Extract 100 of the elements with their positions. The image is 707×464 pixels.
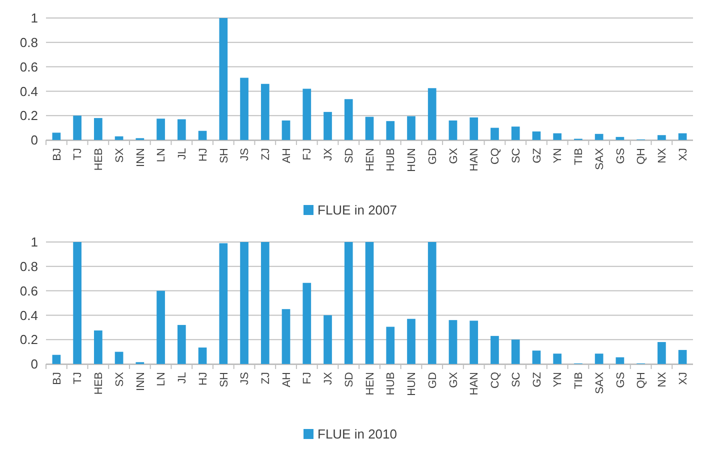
bar: [177, 324, 186, 364]
bar: [553, 133, 562, 140]
bar: [114, 352, 124, 364]
bar: [302, 88, 312, 140]
x-tick-label: HUB: [385, 148, 398, 172]
bar: [156, 118, 165, 140]
x-tick-label: CQ: [490, 148, 502, 164]
x-tick-label: SAX: [594, 371, 606, 394]
x-tick-label: NX: [656, 147, 669, 164]
bar: [344, 99, 353, 140]
bar: [616, 357, 624, 364]
x-tick-label: INN: [134, 148, 147, 167]
bar: [94, 330, 102, 364]
bar: [658, 342, 666, 364]
x-tick-label: LN: [156, 148, 168, 162]
x-tick-label: JX: [322, 371, 335, 385]
y-tick-label: 0.2: [20, 108, 38, 124]
bar: [407, 318, 416, 364]
x-tick-label: HJ: [197, 148, 210, 162]
x-tick-label: GX: [448, 147, 460, 164]
x-tick-label: XJ: [677, 372, 690, 385]
y-tick-label: 1: [30, 10, 38, 26]
x-tick-label: GS: [614, 372, 627, 388]
bar: [616, 136, 624, 140]
x-tick-label: TIB: [573, 372, 586, 390]
x-tick-label: SAX: [594, 147, 606, 170]
x-tick-label: SD: [343, 372, 356, 388]
bar: [428, 242, 436, 364]
x-tick-label: HUB: [385, 372, 398, 396]
bar: [678, 133, 687, 140]
x-tick-label: JL: [176, 148, 189, 160]
x-tick-label: AH: [280, 148, 293, 164]
bar: [365, 116, 374, 140]
bar: [114, 136, 124, 140]
y-tick-label: 0.4: [20, 84, 38, 99]
x-tick-label: SH: [218, 372, 230, 388]
x-tick-label: ZJ: [260, 148, 272, 160]
x-tick-label: QH: [636, 148, 648, 164]
bar: [240, 242, 248, 364]
bar: [344, 242, 353, 364]
bar: [324, 315, 332, 364]
bar: [678, 350, 687, 364]
x-tick-label: JX: [322, 147, 335, 161]
x-tick-label: HEN: [364, 372, 376, 396]
x-tick-label: SC: [510, 372, 522, 388]
bar: [490, 128, 499, 140]
bar: [94, 118, 102, 140]
x-tick-label: GD: [426, 148, 439, 164]
bar: [177, 119, 186, 140]
y-tick-label: 0.8: [20, 258, 38, 274]
x-tick-label: TIB: [573, 148, 586, 166]
x-tick-label: NX: [656, 371, 669, 388]
bar: [198, 130, 207, 140]
bar: [219, 18, 228, 140]
x-tick-label: GZ: [531, 372, 544, 388]
bar: [240, 78, 248, 140]
x-tick-label: ZJ: [260, 372, 272, 384]
x-tick-label: QH: [636, 372, 648, 388]
x-tick-label: TJ: [72, 372, 84, 384]
x-tick-label: AH: [280, 372, 293, 388]
bar: [511, 126, 520, 140]
x-tick-label: SH: [218, 148, 230, 164]
x-tick-label: CQ: [490, 372, 502, 388]
bar: [324, 112, 332, 140]
bar: [490, 336, 499, 364]
x-tick-label: XJ: [677, 148, 690, 161]
x-tick-label: HEB: [93, 372, 106, 395]
bar: [511, 340, 520, 364]
x-tick-label: INN: [134, 372, 147, 391]
bar: [594, 134, 604, 140]
bar: [386, 326, 395, 364]
y-tick-label: 0.2: [20, 332, 38, 348]
bar: [448, 320, 458, 364]
x-tick-label: SX: [114, 147, 126, 163]
y-tick-label: 0: [30, 356, 38, 372]
y-tick-label: 1: [30, 234, 38, 250]
bar: [470, 117, 478, 140]
x-tick-label: HEN: [364, 148, 376, 172]
bar: [73, 116, 82, 140]
x-tick-label: GS: [614, 148, 627, 164]
x-tick-label: BJ: [51, 372, 64, 385]
bar: [448, 120, 458, 140]
x-tick-label: FJ: [302, 372, 314, 384]
x-tick-label: JS: [239, 372, 252, 385]
x-tick-label: GD: [426, 372, 439, 388]
x-tick-label: JS: [239, 148, 252, 161]
x-tick-label: SD: [343, 148, 356, 164]
x-tick-label: SC: [510, 148, 522, 164]
bar: [365, 242, 374, 364]
x-tick-label: LN: [156, 372, 168, 386]
bar: [658, 135, 666, 140]
x-tick-label: HJ: [197, 372, 210, 386]
bar: [52, 132, 61, 140]
bar: [532, 350, 541, 364]
x-tick-label: GZ: [531, 148, 544, 164]
bar: [156, 290, 165, 364]
bar: [386, 121, 395, 140]
y-tick-label: 0: [30, 132, 38, 148]
x-tick-label: JL: [176, 372, 189, 384]
bar: [302, 282, 312, 364]
